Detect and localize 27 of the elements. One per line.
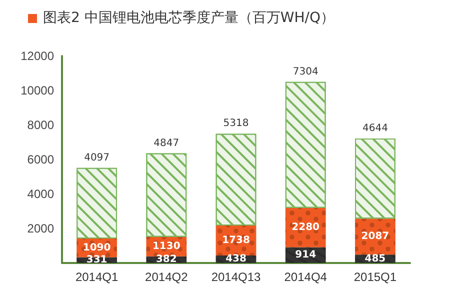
y-tick-label: 6000	[27, 152, 54, 166]
data-label: 1130	[152, 241, 180, 252]
y-tick-label: 2000	[27, 222, 54, 236]
data-label: 438	[226, 254, 246, 265]
data-label: 485	[364, 253, 386, 264]
y-tick-label: 4000	[27, 187, 54, 201]
y-tick-label: 12000	[20, 49, 54, 63]
data-label: 4097	[84, 152, 110, 164]
x-tick-label: 2015Q1	[354, 270, 397, 284]
x-tick-label: 2014Q1	[75, 270, 118, 284]
data-label: 7304	[292, 66, 318, 78]
data-label: 1090	[82, 242, 111, 254]
data-label: 4644	[362, 123, 388, 134]
chart-title: 图表2 中国锂电池电芯季度产量（百万WH/Q）	[43, 9, 334, 27]
data-label: 331	[86, 254, 108, 266]
data-label: 2280	[292, 222, 320, 234]
x-tick-label: 2014Q4	[284, 270, 328, 284]
data-label: 2087	[361, 231, 390, 242]
data-label: 5318	[223, 118, 249, 130]
y-tick-label: 8000	[27, 118, 54, 132]
x-tick-label: 2014Q2	[145, 270, 188, 284]
x-tick-label: 2014Q13	[211, 270, 262, 284]
data-label: 914	[295, 250, 316, 261]
data-label: 1738	[222, 234, 250, 246]
y-tick-label: 10000	[20, 84, 54, 98]
data-label: 382	[156, 254, 177, 266]
data-label: 4847	[154, 138, 180, 149]
